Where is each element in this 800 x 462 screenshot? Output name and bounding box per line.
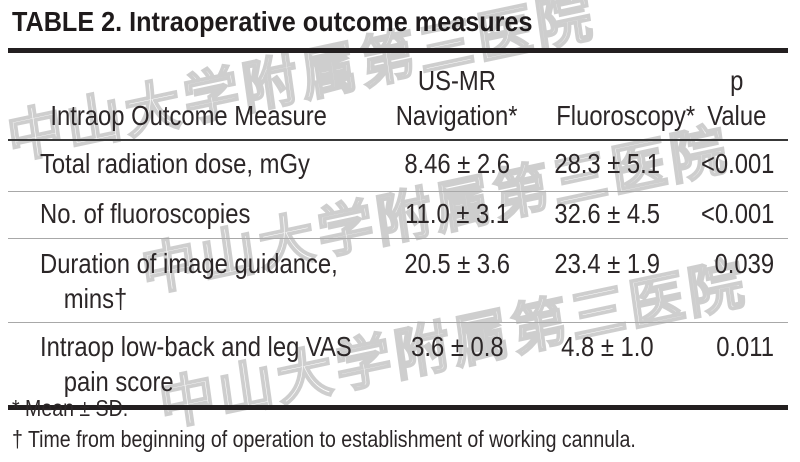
table-body: Total radiation dose, mGy 8.46 ± 2.6 28.…	[8, 140, 788, 408]
header-cell-measure: Intraop Outcome Measure	[8, 50, 370, 141]
cell-p-value: 0.039	[670, 238, 788, 323]
fluoroscopy-value-text: 23.4 ± 1.9	[554, 248, 660, 279]
footnote-mean-sd: * Mean ± SD.	[12, 395, 129, 421]
header-fluoroscopy-label: Fluoroscopy*	[556, 100, 696, 131]
usmr-value-text: 8.46 ± 2.6	[404, 148, 510, 179]
header-p-line2: Value	[707, 100, 767, 131]
header-row: Intraop Outcome Measure US-MR Navigation…	[8, 50, 788, 141]
usmr-value-text: 20.5 ± 3.6	[404, 248, 510, 279]
cell-fluoroscopy-value: 32.6 ± 4.5	[544, 191, 670, 239]
p-value-text: <0.001	[700, 148, 774, 179]
cell-measure: Duration of image guidance, mins†	[8, 238, 370, 323]
table-title: TABLE 2. Intraoperative outcome measures	[12, 6, 533, 37]
cell-p-value: <0.001	[670, 191, 788, 239]
header-cell-fluoroscopy: Fluoroscopy*	[544, 50, 695, 141]
table-row-duration-image-guidance: Duration of image guidance, mins† 20.5 ±…	[8, 238, 788, 323]
measure-text: Intraop low-back and leg VAS pain score	[40, 331, 352, 397]
cell-measure: Intraop low-back and leg VAS pain score	[8, 322, 370, 408]
cell-usmr-value: 20.5 ± 3.6	[370, 238, 544, 323]
table-row-total-radiation-dose: Total radiation dose, mGy 8.46 ± 2.6 28.…	[8, 140, 788, 192]
header-usmr-line2: Navigation*	[396, 100, 518, 131]
cell-p-value: 0.011	[670, 322, 788, 408]
cell-usmr-value: 8.46 ± 2.6	[370, 140, 544, 192]
measure-text: No. of fluoroscopies	[40, 198, 251, 229]
fluoroscopy-value-text: 32.6 ± 4.5	[554, 198, 660, 229]
measure-text: Total radiation dose, mGy	[40, 148, 310, 179]
header-p-line1: p	[730, 65, 744, 96]
header-usmr-line1: US-MR	[417, 65, 496, 96]
fluoroscopy-value-text: 28.3 ± 5.1	[554, 148, 660, 179]
cell-fluoroscopy-value: 23.4 ± 1.9	[544, 238, 670, 323]
cell-p-value: <0.001	[670, 140, 788, 192]
measure-text: Duration of image guidance, mins†	[40, 248, 338, 314]
cell-measure: Total radiation dose, mGy	[8, 140, 370, 192]
p-value-text: 0.039	[714, 248, 774, 279]
p-value-text: <0.001	[700, 198, 774, 229]
usmr-value-text: 3.6 ± 0.8	[410, 331, 504, 362]
table-footnotes: * Mean ± SD. † Time from beginning of op…	[12, 393, 746, 455]
table-row-intraop-vas-pain-score: Intraop low-back and leg VAS pain score …	[8, 322, 788, 408]
table-header: Intraop Outcome Measure US-MR Navigation…	[8, 50, 788, 141]
cell-measure: No. of fluoroscopies	[8, 191, 370, 239]
usmr-value-text: 11.0 ± 3.1	[405, 198, 509, 229]
header-measure-label: Intraop Outcome Measure	[50, 100, 328, 131]
outcome-measures-table: Intraop Outcome Measure US-MR Navigation…	[8, 48, 788, 410]
header-cell-usmr-navigation: US-MR Navigation*	[370, 50, 544, 141]
footnote-time-definition: † Time from beginning of operation to es…	[12, 426, 636, 452]
cell-fluoroscopy-value: 4.8 ± 1.0	[544, 322, 670, 408]
cell-fluoroscopy-value: 28.3 ± 5.1	[544, 140, 670, 192]
p-value-text: 0.011	[716, 331, 774, 362]
fluoroscopy-value-text: 4.8 ± 1.0	[560, 331, 654, 362]
header-cell-p-value: p Value	[670, 50, 788, 141]
table-row-no-of-fluoroscopies: No. of fluoroscopies 11.0 ± 3.1 32.6 ± 4…	[8, 191, 788, 239]
cell-usmr-value: 3.6 ± 0.8	[370, 322, 544, 408]
cell-usmr-value: 11.0 ± 3.1	[370, 191, 544, 239]
